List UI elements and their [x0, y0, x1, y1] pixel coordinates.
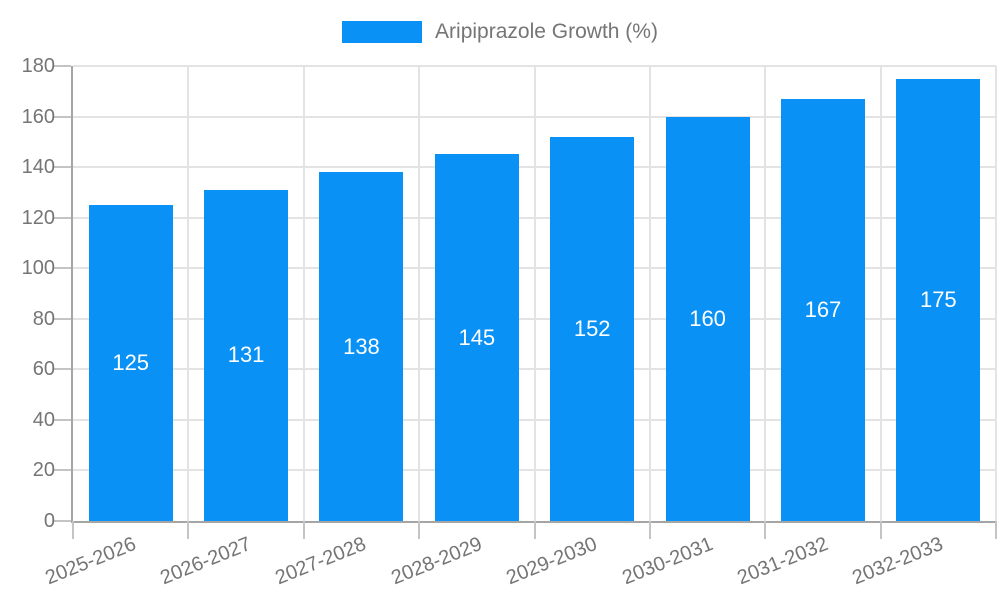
- x-axis-tick: [879, 521, 882, 539]
- y-axis-tick-label: 180: [21, 55, 55, 77]
- legend[interactable]: Aripiprazole Growth (%): [0, 20, 1000, 44]
- bar[interactable]: 175: [896, 78, 981, 521]
- y-axis-tick: [53, 368, 71, 371]
- y-axis-tick-label: 0: [43, 510, 55, 532]
- bar[interactable]: 167: [780, 98, 865, 521]
- bar-value-label: 131: [227, 342, 265, 368]
- y-axis-tick: [53, 65, 71, 67]
- x-axis-tick: [995, 521, 997, 539]
- x-axis-tick: [648, 521, 651, 539]
- y-axis-tick: [53, 469, 71, 472]
- x-axis-tick: [533, 521, 536, 539]
- legend-label: Aripiprazole Growth (%): [435, 20, 658, 43]
- bar-value-label: 145: [458, 324, 496, 350]
- x-axis-tick: [764, 521, 767, 539]
- y-axis-tick: [53, 115, 71, 118]
- bar[interactable]: 152: [550, 136, 635, 521]
- bar[interactable]: 145: [434, 154, 519, 521]
- y-axis-tick-label: 80: [32, 307, 55, 330]
- bar-value-label: 160: [689, 305, 726, 331]
- y-axis-tick-label: 140: [21, 156, 55, 179]
- y-axis-tick: [53, 216, 71, 219]
- y-axis-tick: [53, 166, 71, 169]
- y-axis-tick-label: 60: [32, 358, 55, 381]
- x-axis-tick: [418, 521, 421, 539]
- bar-value-label: 125: [112, 350, 150, 376]
- plot-area: 0 20 40 60 80 100 120 140 160 180 125 2025-2026 131 2…: [22, 55, 997, 589]
- bar[interactable]: 138: [319, 172, 404, 521]
- bar[interactable]: 131: [204, 189, 289, 521]
- bar-value-label: 152: [573, 315, 611, 341]
- x-axis-tick: [302, 521, 305, 539]
- gridline-vertical: [648, 66, 651, 521]
- y-axis-tick: [53, 267, 71, 270]
- x-axis-tick: [187, 521, 190, 539]
- gridline-vertical: [533, 66, 536, 521]
- gridline-vertical: [764, 66, 767, 521]
- bar-value-label: 138: [343, 333, 380, 359]
- bar-value-label: 175: [919, 286, 957, 312]
- y-axis-tick: [53, 418, 71, 421]
- y-axis-tick-label: 20: [32, 459, 55, 482]
- gridline-vertical: [418, 66, 421, 521]
- bar[interactable]: 160: [665, 116, 750, 521]
- legend-swatch: [342, 21, 423, 43]
- gridline-vertical: [187, 66, 190, 521]
- y-axis-tick-label: 100: [21, 257, 55, 280]
- gridline-vertical: [995, 66, 997, 521]
- bar[interactable]: 125: [88, 205, 173, 521]
- x-axis-tick: [72, 521, 74, 539]
- y-axis-tick-label: 40: [32, 408, 55, 431]
- gridline-vertical: [879, 66, 882, 521]
- y-axis-tick-label: 120: [21, 206, 55, 229]
- bar-value-label: 167: [804, 296, 842, 322]
- y-axis-tick: [53, 520, 71, 522]
- y-axis-tick-label: 160: [21, 105, 55, 128]
- y-axis-tick: [53, 317, 71, 320]
- gridline-vertical: [302, 66, 305, 521]
